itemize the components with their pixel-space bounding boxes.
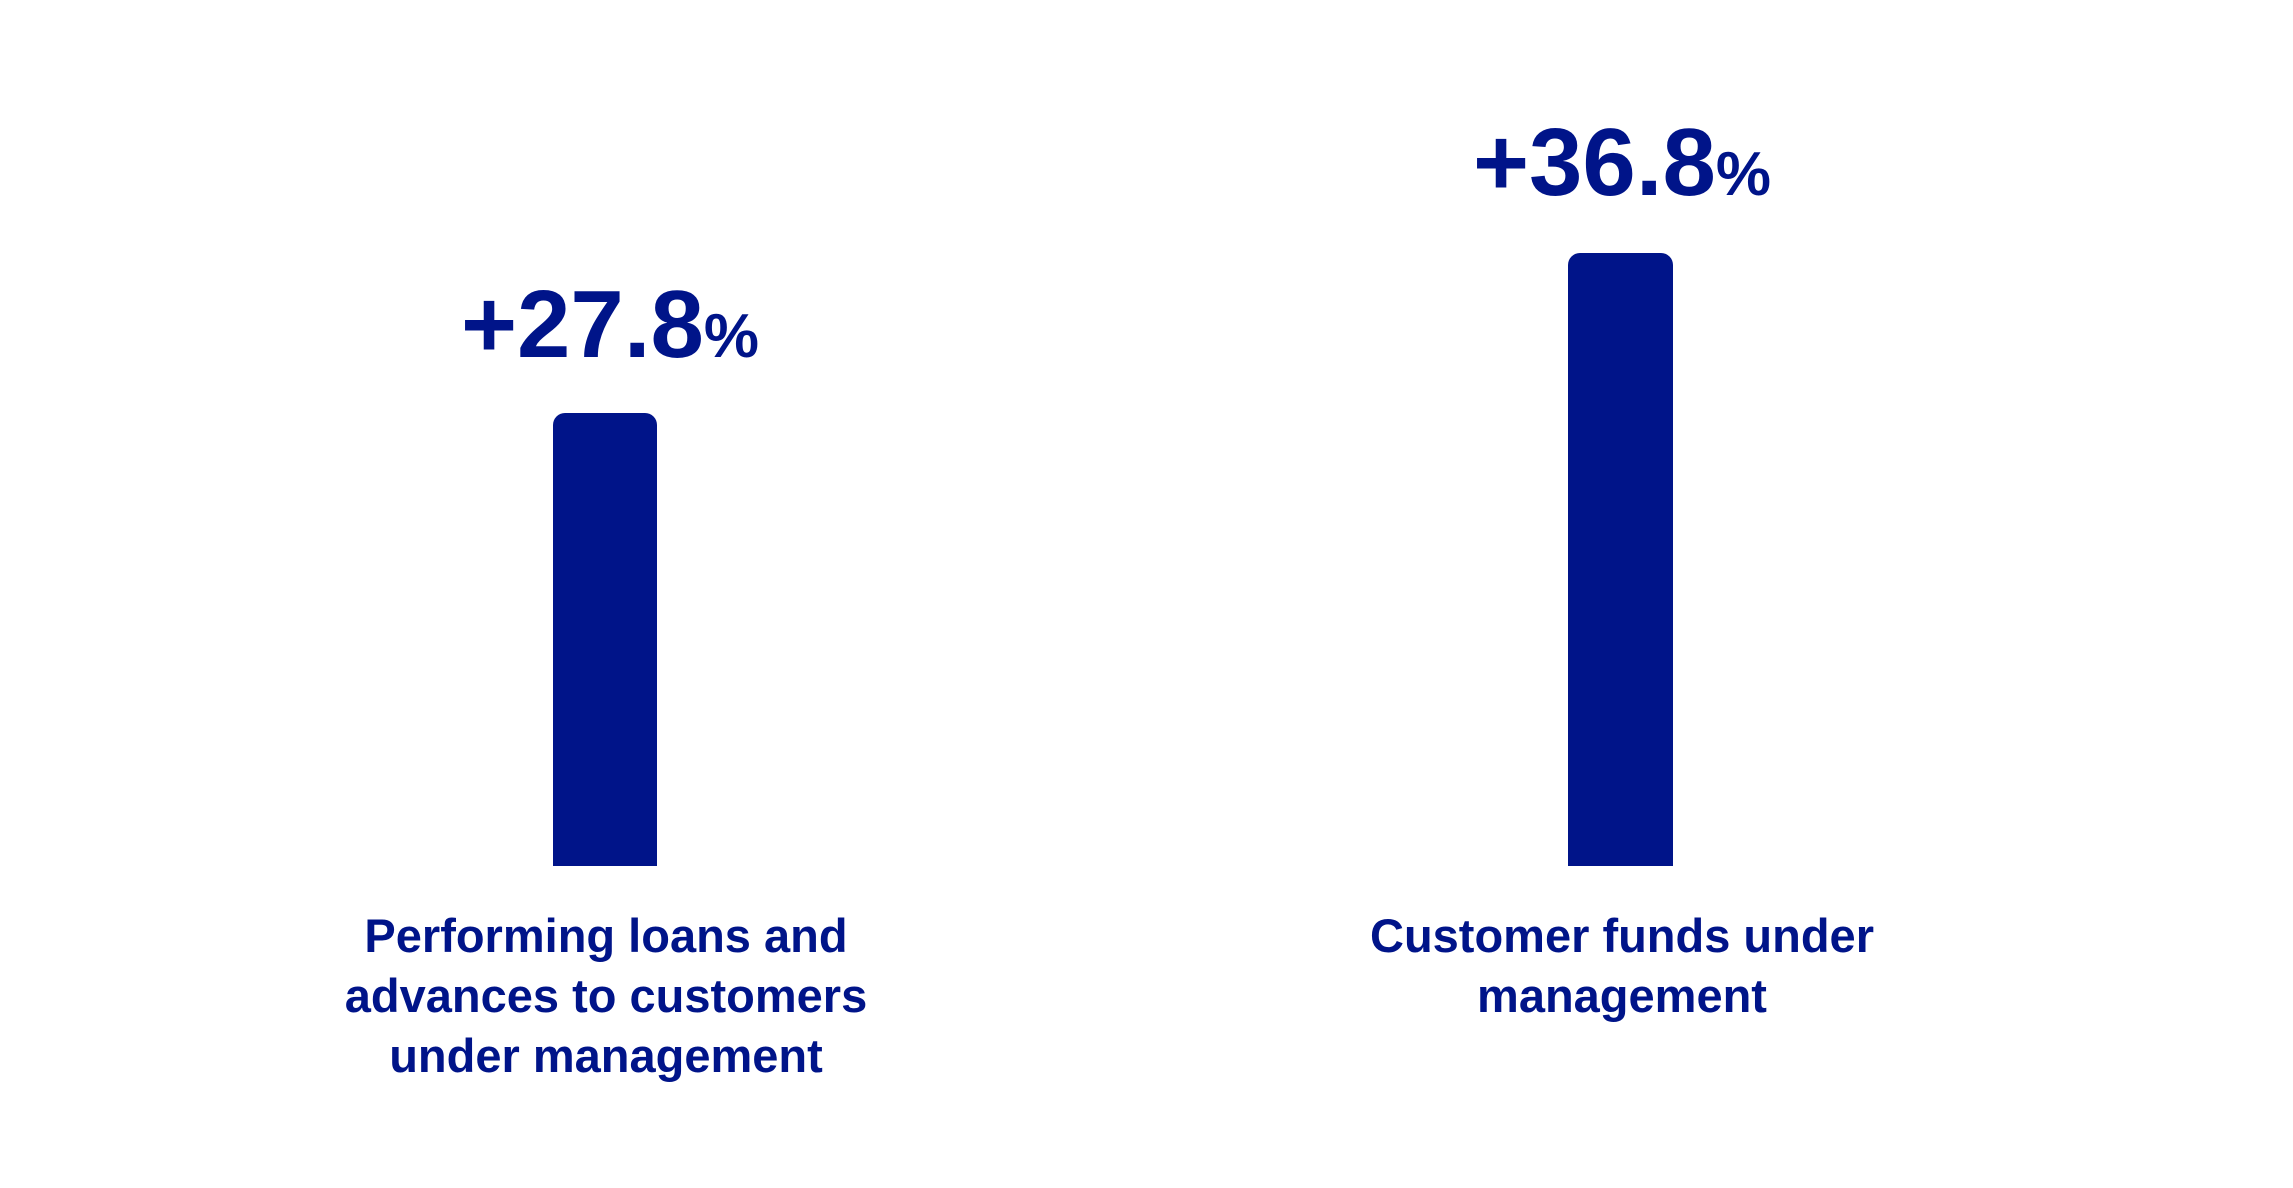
percent-sign-funds: % — [1715, 140, 1772, 209]
caption-loans: Performing loans and advances to custome… — [246, 906, 966, 1086]
value-number-funds: +36.8 — [1472, 109, 1716, 216]
bar-loans — [553, 413, 657, 866]
caption-funds-line-1: Customer funds under — [1370, 909, 1874, 962]
bar-funds — [1568, 253, 1673, 866]
value-label-funds: +36.8% — [1262, 115, 1982, 223]
percent-sign-loans: % — [703, 302, 760, 371]
caption-funds: Customer funds under management — [1262, 906, 1982, 1026]
caption-loans-line-3: under management — [389, 1029, 823, 1082]
caption-funds-line-2: management — [1477, 969, 1767, 1022]
value-label-loans: +27.8% — [250, 277, 970, 385]
value-number-loans: +27.8 — [460, 271, 704, 378]
caption-loans-line-2: advances to customers — [344, 969, 868, 1022]
caption-loans-line-1: Performing loans and — [364, 909, 848, 962]
